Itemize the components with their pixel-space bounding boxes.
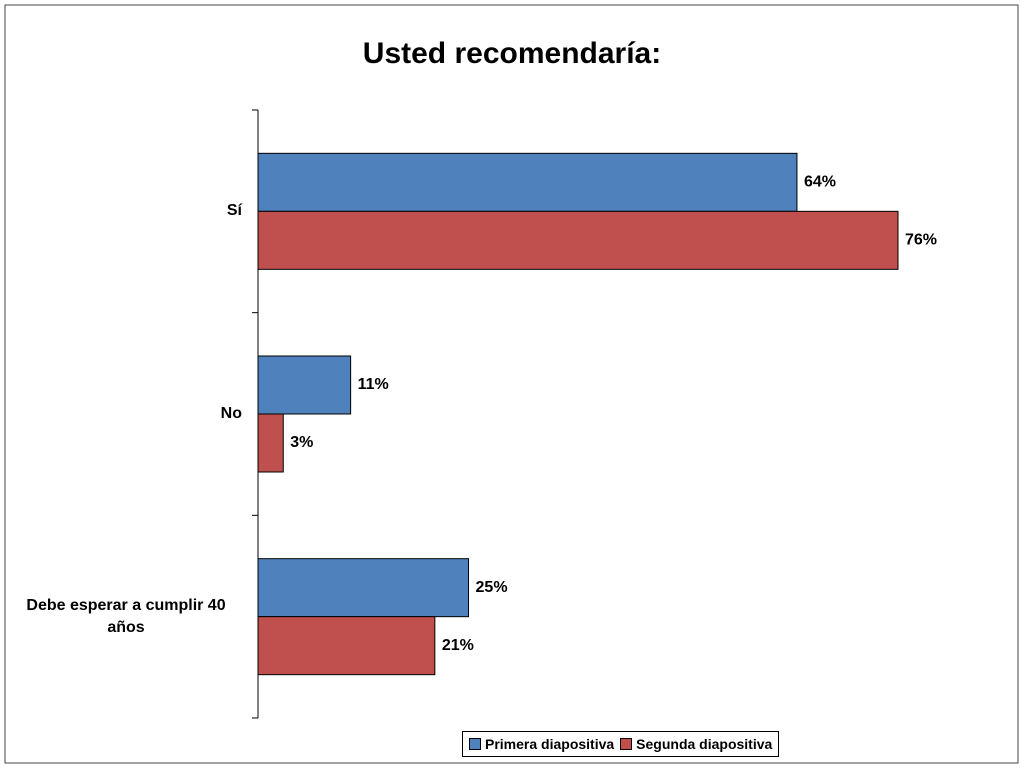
- chart-title: Usted recomendaría:: [363, 37, 661, 70]
- legend-item: Segunda diapositiva: [620, 736, 772, 752]
- y-tick-label-text: No: [220, 405, 242, 422]
- y-tick-label: No: [10, 403, 242, 425]
- y-tick-label: Sí: [10, 200, 242, 222]
- legend-label: Segunda diapositiva: [636, 736, 773, 752]
- value-label: 3%: [290, 434, 313, 451]
- y-tick-label-text: Debe esperar a cumplir 40 años: [26, 596, 226, 636]
- value-label: 11%: [358, 376, 389, 393]
- legend-label: Primera diapositiva: [485, 736, 615, 752]
- y-tick-label-text: Sí: [226, 202, 242, 220]
- legend-swatch: [620, 738, 633, 750]
- y-tick-label: Debe esperar a cumplir 40 años: [10, 595, 242, 639]
- bar: [257, 413, 284, 473]
- bar: [257, 152, 798, 212]
- bar: [257, 558, 470, 618]
- value-label: 21%: [442, 637, 474, 654]
- chart-border: [4, 4, 1019, 764]
- value-label: 76%: [905, 232, 937, 249]
- legend: Primera diapositiva Segunda diapositiva: [462, 731, 780, 757]
- value-label: 25%: [476, 579, 508, 596]
- value-label: 64%: [804, 174, 836, 191]
- bar: [257, 355, 352, 415]
- legend-item: Primera diapositiva: [469, 736, 614, 752]
- bar: [257, 210, 899, 270]
- bar: [257, 616, 436, 676]
- legend-swatch: [469, 738, 481, 750]
